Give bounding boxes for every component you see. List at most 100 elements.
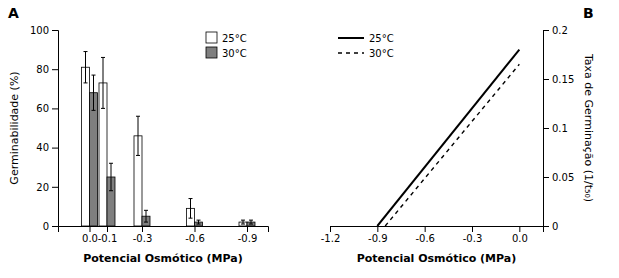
error-bar-cap: [144, 222, 148, 223]
tick-mark: [543, 177, 549, 178]
tick-label: 20: [36, 182, 49, 193]
tick: -0.6: [415, 226, 435, 244]
tick: -0.9: [368, 226, 388, 244]
legend-swatch: [206, 47, 217, 58]
error-bar: [189, 199, 193, 219]
tick-mark: [52, 187, 58, 188]
x-axis-title: Potencial Osmótico (MPa): [83, 252, 243, 265]
tick-mark: [52, 148, 58, 149]
tick-mark: [425, 226, 426, 232]
tick-label: -0.9: [238, 233, 258, 244]
error-bar: [136, 116, 140, 155]
tick-label: -0.3: [133, 233, 153, 244]
tick-mark: [543, 79, 549, 80]
tick: -0.1: [98, 226, 118, 244]
legend: 25°C30°C: [338, 33, 394, 59]
tick-mark: [377, 226, 378, 232]
tick: -0.6: [185, 226, 205, 244]
tick-label: 0.0: [82, 233, 98, 244]
error-bar: [92, 75, 96, 110]
y-axis: 0 20 40 60 80 100: [30, 25, 59, 232]
error-bar-cap: [189, 218, 193, 219]
tick-label: 0: [552, 221, 558, 232]
legend-entry: 30°C: [206, 47, 247, 59]
axis-line: [544, 31, 550, 227]
line: [385, 64, 519, 226]
tick-label: -0.9: [368, 233, 388, 244]
tick-mark: [107, 226, 108, 232]
tick-label: -0.6: [415, 233, 435, 244]
tick-label: -1.2: [321, 233, 341, 244]
error-bar-cap: [109, 163, 113, 164]
tick-label: 0.1: [552, 123, 568, 134]
tick-mark: [519, 226, 520, 232]
error-bar-stem: [243, 220, 244, 224]
tick-label: 0.2: [552, 25, 568, 36]
tick-label: -0.6: [185, 233, 205, 244]
error-bar-cap: [144, 210, 148, 211]
error-bar-stem: [111, 163, 112, 190]
tick-mark: [543, 30, 549, 31]
tick-mark: [52, 108, 58, 109]
tick-mark: [52, 30, 58, 31]
error-bar-stem: [85, 52, 86, 83]
tick-label: -0.3: [463, 233, 483, 244]
tick: -0.3: [463, 226, 483, 244]
tick: -0.3: [133, 226, 153, 244]
tick-mark: [90, 226, 91, 232]
tick: 80: [36, 64, 58, 75]
marks: [82, 52, 256, 226]
chart-container: 0.0-0.1-0.3-0.6-0.9020406080100Potencial…: [0, 0, 619, 278]
legend: 25°C30°C: [206, 32, 247, 59]
tick-label: 0.0: [512, 233, 528, 244]
tick-mark: [195, 226, 196, 232]
error-bar: [249, 220, 253, 224]
error-bar-cap: [136, 155, 140, 156]
error-bar-cap: [249, 224, 253, 225]
error-bar-cap: [136, 116, 140, 117]
tick: 0.0: [82, 226, 98, 244]
error-bar-cap: [84, 51, 88, 52]
tick: 0.1: [543, 123, 568, 134]
error-bar: [109, 163, 113, 190]
line: [377, 50, 519, 226]
tick-mark: [247, 226, 248, 232]
tick-label: 100: [30, 25, 49, 36]
tick-label: 0.05: [552, 172, 574, 183]
tick-label: 60: [36, 103, 49, 114]
tick: -0.9: [238, 226, 258, 244]
tick: 0: [43, 221, 58, 232]
axis-line: [52, 31, 59, 227]
error-bar-stem: [146, 210, 147, 222]
error-bar: [84, 52, 88, 83]
tick: 0.15: [543, 74, 574, 85]
error-bar-stem: [138, 116, 139, 155]
tick-mark: [142, 226, 143, 232]
legend-label: 30°C: [369, 48, 394, 59]
tick-label: 0: [43, 221, 49, 232]
error-bar: [197, 220, 201, 224]
bar: [90, 93, 98, 226]
title: B: [583, 5, 594, 21]
tick: 40: [36, 142, 58, 153]
tick: 0.05: [543, 172, 574, 183]
error-bar-cap: [109, 190, 113, 191]
tick: -1.2: [321, 226, 341, 244]
error-bar-cap: [197, 224, 201, 225]
tick-label: -0.1: [98, 233, 118, 244]
error-bar-stem: [251, 220, 252, 224]
tick-mark: [52, 226, 58, 227]
tick: 0.2: [543, 25, 568, 36]
y-axis: 0 0.05 0.1 0.15 0.2: [543, 25, 574, 232]
error-bar-stem: [93, 75, 94, 110]
tick: 0.0: [512, 226, 528, 244]
tick-mark: [543, 128, 549, 129]
tick-mark: [472, 226, 473, 232]
tick: 0: [543, 221, 558, 232]
panel: 0.0-0.1 -0.3 -0.6 -0.9 0 20 40 60 80 100 Potencial…: [8, 5, 269, 265]
tick-label: 80: [36, 64, 49, 75]
tick-mark: [543, 226, 549, 227]
error-bar: [241, 220, 245, 224]
marks: [377, 50, 519, 226]
legend-swatch: [338, 37, 364, 39]
